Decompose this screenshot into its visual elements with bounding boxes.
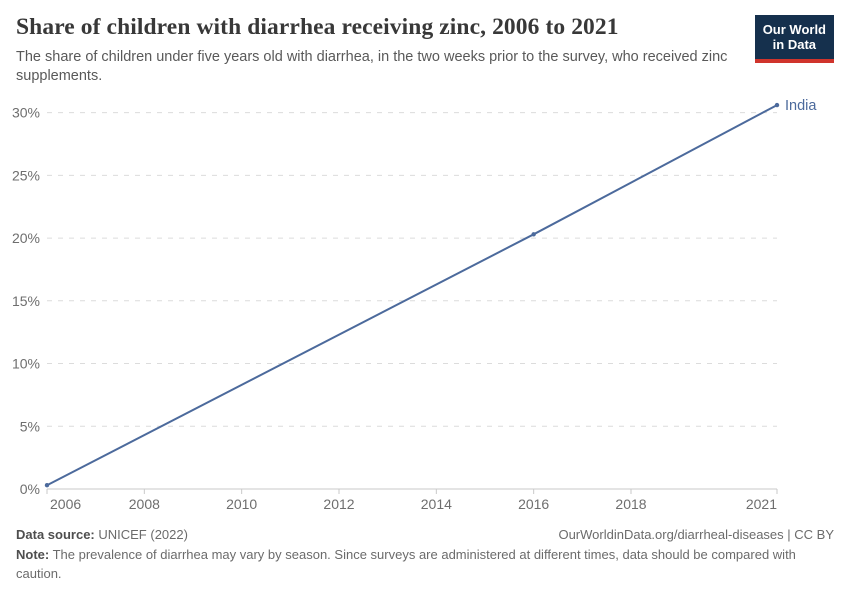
owid-logo-line1: Our World	[762, 22, 826, 37]
svg-text:15%: 15%	[12, 293, 40, 309]
svg-text:0%: 0%	[20, 481, 40, 497]
owid-logo[interactable]: Our World in Data	[754, 15, 834, 63]
svg-text:30%: 30%	[12, 105, 40, 121]
note-label: Note:	[16, 547, 50, 563]
data-source: Data source: UNICEF (2022)	[16, 526, 188, 545]
data-source-label: Data source:	[16, 527, 95, 543]
series-end-label-india[interactable]: India	[785, 99, 817, 115]
svg-text:20%: 20%	[12, 231, 40, 247]
svg-text:2021: 2021	[746, 496, 777, 512]
line-chart: 0% 5% 10% 15% 20% 25% 30% 2006 2008 2010 2012 2014…	[12, 99, 817, 513]
chart-header: Share of children with diarrhea receivin…	[0, 0, 850, 86]
svg-text:25%: 25%	[12, 168, 40, 184]
chart-title: Share of children with diarrhea receivin…	[16, 14, 619, 40]
footer-note: Note: The prevalence of diarrhea may var…	[16, 546, 798, 584]
header-text: Share of children with diarrhea receivin…	[16, 13, 741, 86]
svg-text:2012: 2012	[323, 496, 354, 512]
chart-footer: Data source: UNICEF (2022) OurWorldinDat…	[0, 518, 850, 584]
data-source-value: UNICEF (2022)	[94, 527, 188, 543]
x-axis-labels: 2006 2008 2010 2012 2014 2016 2018 2021	[50, 496, 777, 512]
svg-text:2016: 2016	[518, 496, 549, 512]
x-axis	[46, 488, 778, 495]
footer-row: Data source: UNICEF (2022) OurWorldinDat…	[16, 526, 834, 545]
svg-text:2014: 2014	[421, 496, 452, 512]
note-text: The prevalence of diarrhea may vary by s…	[16, 547, 796, 582]
svg-text:2006: 2006	[50, 496, 81, 512]
data-series-line[interactable]	[44, 103, 780, 488]
y-axis-labels: 0% 5% 10% 15% 20% 25% 30%	[12, 105, 40, 497]
owid-logo-line2: in Data	[772, 37, 817, 53]
svg-text:2008: 2008	[129, 496, 160, 512]
y-gridlines	[47, 112, 777, 428]
svg-text:2010: 2010	[226, 496, 257, 512]
svg-text:10%: 10%	[12, 356, 40, 372]
chart-subtitle: The share of children under five years o…	[16, 49, 728, 85]
owid-url-link[interactable]: OurWorldinData.org/diarrheal-diseases | …	[558, 527, 834, 543]
svg-text:2018: 2018	[615, 496, 646, 512]
svg-text:5%: 5%	[20, 419, 40, 435]
